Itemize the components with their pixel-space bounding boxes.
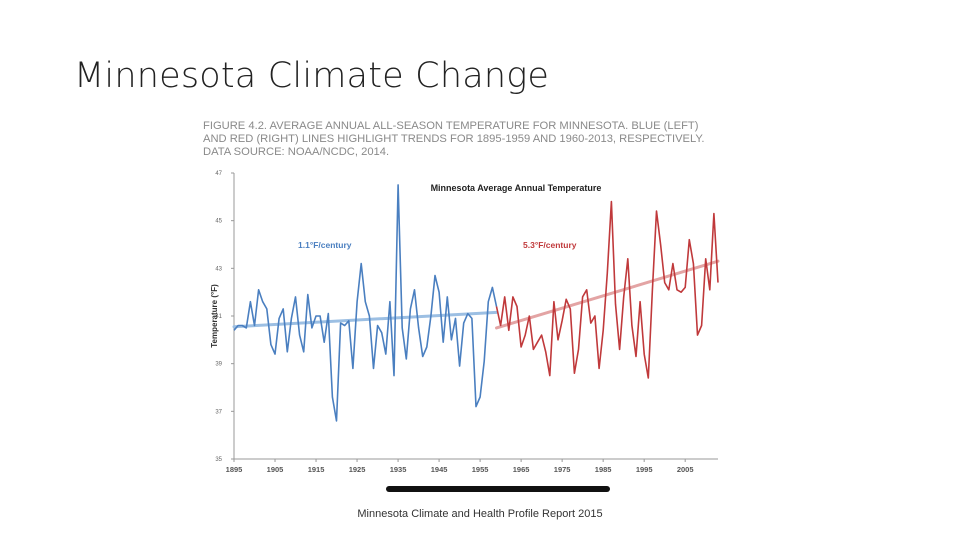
figure-caption: FIGURE 4.2. AVERAGE ANNUAL ALL-SEASON TE… [203, 120, 705, 158]
x-tick-label: 1945 [431, 465, 448, 474]
x-tick-label: 1985 [595, 465, 612, 474]
x-tick-label: 1895 [226, 465, 243, 474]
scroll-handle-bar[interactable] [386, 486, 610, 492]
x-tick-label: 1955 [472, 465, 489, 474]
data-line-late [495, 200, 719, 379]
y-tick-label: 41 [215, 314, 222, 320]
x-tick-label: 1905 [267, 465, 284, 474]
footer-source: Minnesota Climate and Health Profile Rep… [357, 508, 603, 520]
trend-line-early [232, 310, 499, 329]
y-tick-label: 47 [215, 171, 222, 177]
temperature-chart: 35 37 39 41 43 45 47 1895 1905 1915 1925 1935 1945 19… [210, 171, 720, 474]
trend-line-late [495, 259, 720, 330]
x-tick-label: 1935 [390, 465, 407, 474]
x-tick-label: 1925 [349, 465, 366, 474]
x-tick-label: 2005 [677, 465, 694, 474]
y-tick-label: 45 [215, 219, 222, 225]
y-tick-label: 39 [215, 362, 222, 368]
y-tick-label: 35 [215, 457, 222, 463]
y-axis-title: Temperature (°F) [210, 284, 219, 348]
x-tick-label: 1995 [636, 465, 653, 474]
x-tick-label: 1965 [513, 465, 530, 474]
x-tick-label: 1975 [554, 465, 571, 474]
y-tick-label: 43 [215, 266, 222, 272]
x-tick-label: 1915 [308, 465, 325, 474]
data-line-early [233, 184, 498, 422]
trend-annotation-early: 1.1°F/century [298, 240, 352, 250]
slide-title: Minnesota Climate Change [74, 56, 550, 96]
chart-title: Minnesota Average Annual Temperature [431, 183, 602, 193]
trend-annotation-late: 5.3°F/century [523, 240, 577, 250]
y-tick-label: 37 [215, 409, 222, 415]
